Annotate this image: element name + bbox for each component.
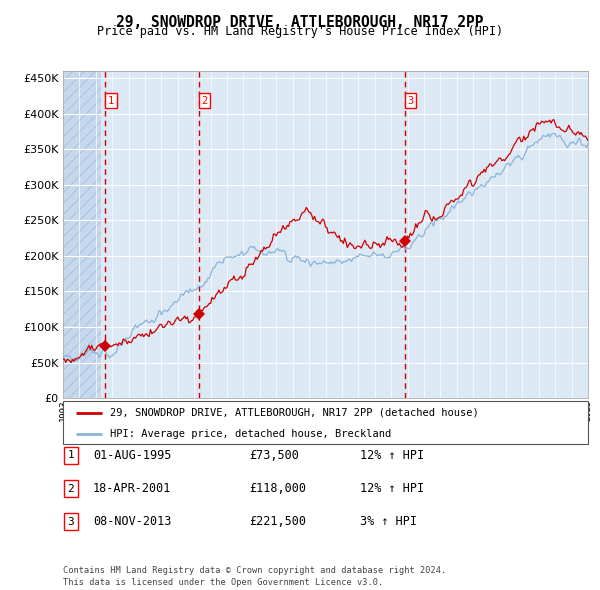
Text: 2: 2 bbox=[67, 484, 74, 493]
Text: HPI: Average price, detached house, Breckland: HPI: Average price, detached house, Brec… bbox=[110, 430, 392, 440]
Text: 3% ↑ HPI: 3% ↑ HPI bbox=[360, 515, 417, 528]
Text: £73,500: £73,500 bbox=[249, 449, 299, 462]
Text: 29, SNOWDROP DRIVE, ATTLEBOROUGH, NR17 2PP: 29, SNOWDROP DRIVE, ATTLEBOROUGH, NR17 2… bbox=[116, 15, 484, 30]
Text: £221,500: £221,500 bbox=[249, 515, 306, 528]
Text: 1: 1 bbox=[108, 96, 114, 106]
Text: 12% ↑ HPI: 12% ↑ HPI bbox=[360, 482, 424, 495]
Text: 01-AUG-1995: 01-AUG-1995 bbox=[93, 449, 172, 462]
Bar bbox=[63, 71, 101, 398]
Text: Price paid vs. HM Land Registry's House Price Index (HPI): Price paid vs. HM Land Registry's House … bbox=[97, 25, 503, 38]
Text: 29, SNOWDROP DRIVE, ATTLEBOROUGH, NR17 2PP (detached house): 29, SNOWDROP DRIVE, ATTLEBOROUGH, NR17 2… bbox=[110, 408, 479, 418]
Text: 1: 1 bbox=[67, 451, 74, 460]
Text: 08-NOV-2013: 08-NOV-2013 bbox=[93, 515, 172, 528]
FancyBboxPatch shape bbox=[63, 401, 588, 444]
Text: 3: 3 bbox=[67, 517, 74, 526]
Text: £118,000: £118,000 bbox=[249, 482, 306, 495]
Text: 18-APR-2001: 18-APR-2001 bbox=[93, 482, 172, 495]
Text: 12% ↑ HPI: 12% ↑ HPI bbox=[360, 449, 424, 462]
Text: Contains HM Land Registry data © Crown copyright and database right 2024.
This d: Contains HM Land Registry data © Crown c… bbox=[63, 566, 446, 587]
Text: 2: 2 bbox=[202, 96, 208, 106]
Text: 3: 3 bbox=[407, 96, 414, 106]
